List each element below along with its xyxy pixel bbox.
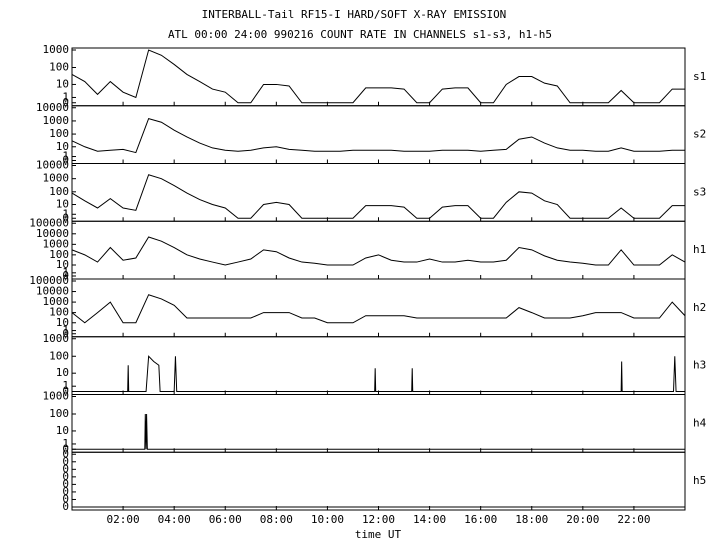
- y-tick-label: 1: [62, 150, 69, 163]
- y-tick-label: 100000: [29, 274, 69, 287]
- series-label: s3: [693, 185, 706, 198]
- x-tick-label: 12:00: [362, 513, 395, 526]
- y-tick-label: 1000: [43, 172, 70, 185]
- panel-frame: [71, 336, 686, 395]
- y-tick-label: 10000: [36, 159, 69, 172]
- y-tick-label: 1000: [43, 43, 70, 56]
- y-tick-label: 1: [62, 266, 69, 279]
- y-tick-label: 10: [56, 77, 69, 90]
- y-tick-label: 100: [49, 127, 69, 140]
- y-tick-label: 10: [56, 366, 69, 379]
- y-tick-label: 0: [62, 327, 69, 340]
- y-tick-label: 100: [49, 185, 69, 198]
- panel-frame: [71, 163, 686, 222]
- y-tick-label: 0: [62, 96, 69, 109]
- y-tick-label: 100: [49, 306, 69, 319]
- y-tick-label: 0: [62, 385, 69, 398]
- series-label: h2: [693, 301, 706, 314]
- chart-title: INTERBALL-Tail RF15-I HARD/SOFT X-RAY EM…: [202, 8, 507, 21]
- series-label: h5: [693, 474, 706, 487]
- x-axis-label: time UT: [355, 528, 402, 541]
- y-tick-label: 1000: [43, 390, 70, 403]
- y-tick-label: 10: [56, 424, 69, 437]
- y-tick-label: 100: [49, 61, 69, 74]
- y-tick-label: 1: [62, 90, 69, 103]
- y-tick-label: 0: [62, 492, 69, 505]
- y-tick-label: 0: [62, 477, 69, 490]
- y-tick-label: 1: [62, 324, 69, 337]
- y-tick-label: 100: [49, 407, 69, 420]
- y-tick-label: 0: [62, 442, 69, 455]
- trace: [72, 355, 685, 392]
- panel-frame: [71, 105, 686, 164]
- x-tick-label: 04:00: [158, 513, 191, 526]
- y-tick-label: 100: [49, 248, 69, 261]
- series-label: h1: [693, 243, 706, 256]
- y-tick-label: 10: [56, 198, 69, 211]
- y-tick-label: 100: [49, 349, 69, 362]
- trace: [71, 118, 685, 154]
- y-tick-label: 0: [62, 211, 69, 224]
- trace: [71, 49, 685, 104]
- y-tick-label: 1000: [43, 237, 70, 250]
- trace: [72, 413, 685, 450]
- panel-frame: [71, 278, 686, 338]
- series-label: h4: [693, 416, 707, 429]
- x-tick-label: 16:00: [464, 513, 497, 526]
- x-tick-label: 10:00: [311, 513, 344, 526]
- panel-frame: [71, 451, 686, 511]
- chart-subtitle: ATL 00:00 24:00 990216 COUNT RATE IN CHA…: [168, 28, 552, 41]
- y-tick-label: 0: [62, 500, 69, 513]
- x-tick-label: 18:00: [515, 513, 548, 526]
- y-tick-label: 0: [62, 455, 69, 468]
- y-tick-label: 0: [62, 269, 69, 282]
- y-tick-label: 10: [56, 316, 69, 329]
- y-tick-label: 10: [56, 258, 69, 271]
- x-tick-label: 14:00: [413, 513, 446, 526]
- y-tick-label: 10000: [36, 227, 69, 240]
- x-tick-label: 02:00: [107, 513, 140, 526]
- x-tick-label: 06:00: [209, 513, 242, 526]
- y-tick-label: 1000: [43, 114, 70, 127]
- series-label: s1: [693, 70, 706, 83]
- panel-frame: [71, 394, 686, 453]
- y-tick-label: 1: [62, 207, 69, 220]
- y-tick-label: 1: [62, 379, 69, 392]
- y-tick-label: 10: [56, 140, 69, 153]
- y-tick-label: 0: [62, 154, 69, 167]
- y-tick-label: 1000: [43, 332, 70, 345]
- trace: [71, 174, 685, 219]
- y-tick-label: 100000: [29, 216, 69, 229]
- x-tick-label: 08:00: [260, 513, 293, 526]
- y-tick-label: 0: [62, 462, 69, 475]
- y-tick-label: 1000: [43, 295, 70, 308]
- series-label: s2: [693, 128, 706, 141]
- series-label: h3: [693, 359, 706, 372]
- y-tick-label: 10000: [36, 101, 69, 114]
- trace: [71, 236, 686, 266]
- y-tick-label: 0: [62, 447, 69, 460]
- y-tick-label: 0: [62, 470, 69, 483]
- x-tick-label: 22:00: [617, 513, 650, 526]
- y-tick-label: 0: [62, 485, 69, 498]
- panel-frame: [71, 220, 686, 280]
- y-tick-label: 1: [62, 437, 69, 450]
- y-tick-label: 10000: [36, 285, 69, 298]
- trace: [71, 294, 686, 324]
- x-tick-label: 20:00: [566, 513, 599, 526]
